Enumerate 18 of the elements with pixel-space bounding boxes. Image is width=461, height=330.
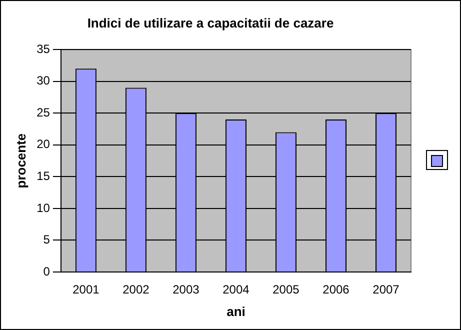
x-tick-label: 2005 [272,282,300,297]
y-tick-label: 10 [36,200,50,215]
y-tick-label: 25 [36,105,50,120]
chart-title: Indici de utilizare a capacitatii de cazare [87,15,334,30]
y-tick-label: 15 [36,169,50,183]
y-tick-label: 5 [43,232,50,247]
x-tick-label: 2001 [72,282,100,297]
y-axis-title: procente [13,133,28,188]
y-tick-label: 35 [36,42,50,56]
x-tick-label: 2006 [322,282,350,297]
y-tick-label: 30 [36,74,50,88]
x-tick-label: 2002 [122,282,150,297]
y-tick-label: 20 [36,137,50,152]
x-tick-label: 2003 [172,282,200,297]
x-axis-title: ani [226,304,246,319]
x-tick-label: 2004 [222,282,250,297]
y-tick-label: 0 [43,264,50,278]
x-tick-label: 2007 [372,282,400,297]
